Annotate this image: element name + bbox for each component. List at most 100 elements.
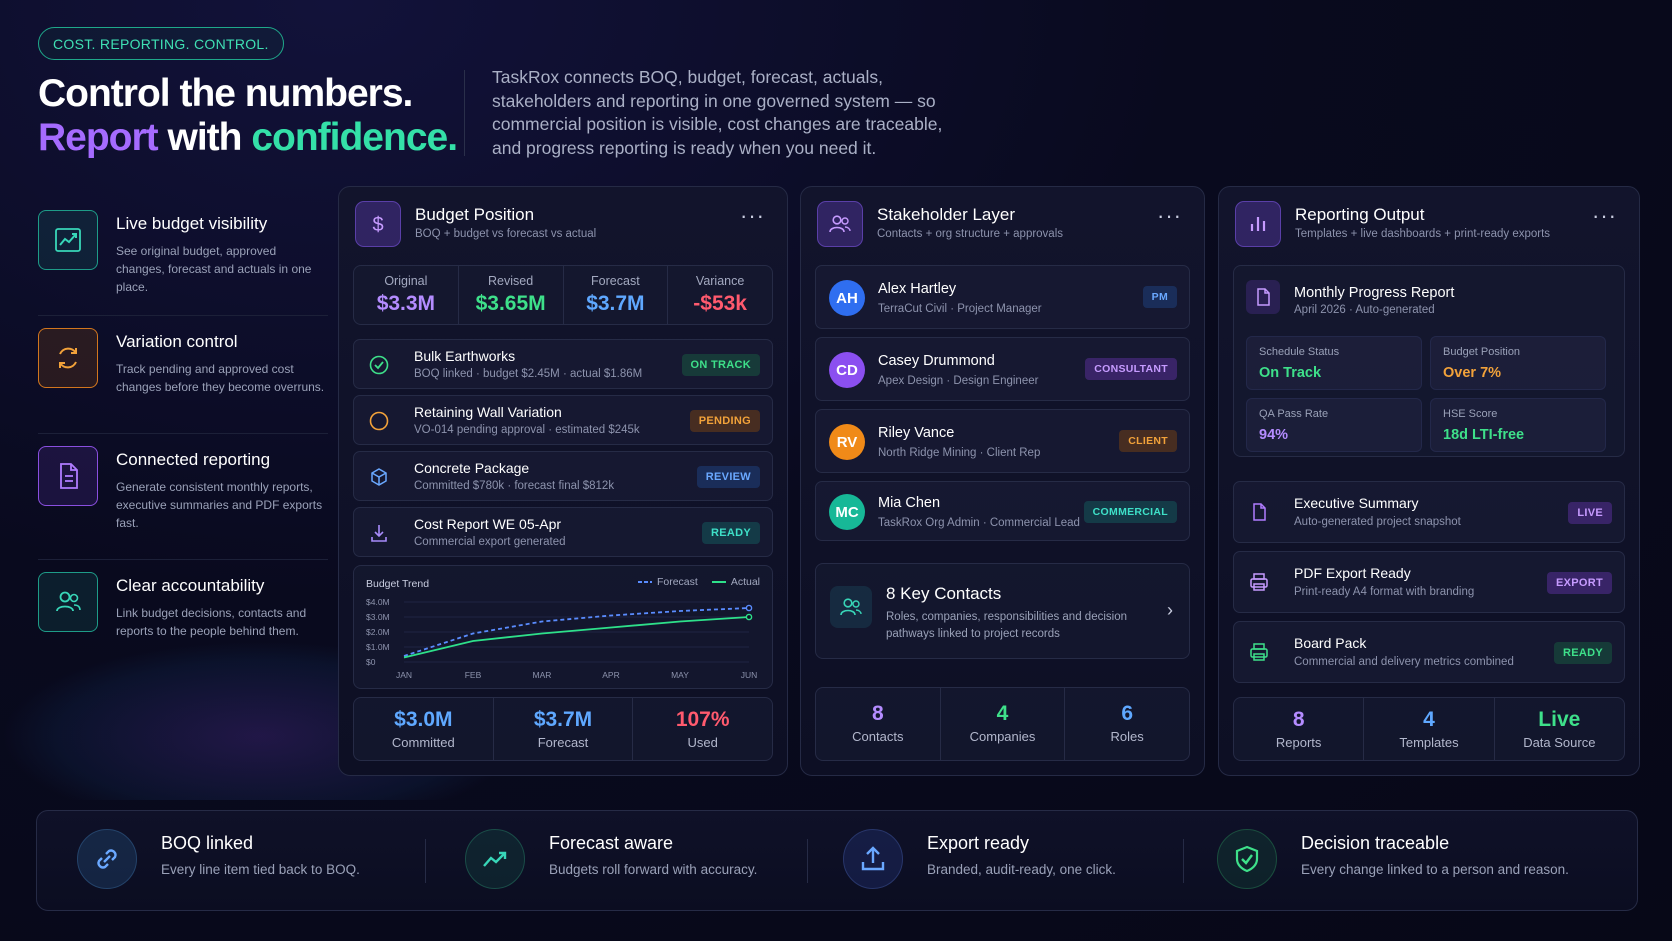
avatar: AH (829, 280, 865, 316)
chart-title: Budget Trend (366, 578, 430, 590)
monthly-report-panel[interactable]: Monthly Progress Report April 2026 · Aut… (1233, 265, 1625, 457)
budget-item[interactable]: Cost Report WE 05-Apr Commercial export … (353, 507, 773, 557)
series-line-forecast (403, 607, 750, 657)
contact-row[interactable]: AH Alex Hartley TerraCut Civil · Project… (815, 265, 1190, 329)
contacts-icon (830, 586, 872, 628)
contact-row[interactable]: CD Casey Drummond Apex Design · Design E… (815, 337, 1190, 401)
budget-stats: Original $3.3M Revised $3.65M Forecast $3.7… (353, 265, 773, 325)
check-circle-icon (366, 352, 392, 378)
feature-title: Live budget visibility (116, 214, 268, 233)
series-end-point (745, 613, 753, 621)
key-contacts-panel[interactable]: 8 Key Contacts Roles, companies, respons… (815, 563, 1190, 659)
svg-text:$: $ (372, 214, 383, 236)
item-subtitle: Commercial export generated (414, 536, 566, 548)
item-subtitle: Commercial and delivery metrics combined (1294, 656, 1514, 668)
report-item[interactable]: PDF Export Ready Print-ready A4 format w… (1233, 551, 1625, 613)
stat-revised: Revised $3.65M (459, 266, 564, 324)
budget-item[interactable]: Bulk Earthworks BOQ linked · budget $2.4… (353, 339, 773, 389)
metric-budget-position: Budget Position Over 7% (1430, 336, 1606, 390)
contact-role: TerraCut Civil · Project Manager (878, 303, 1042, 315)
document-icon (1246, 499, 1272, 525)
feature-list: Live budget visibility See original budg… (38, 198, 328, 678)
report-title: Monthly Progress Report (1294, 285, 1455, 301)
benefit-desc: Budgets roll forward with accuracy. (549, 862, 758, 877)
more-menu-icon[interactable]: ··· (1592, 203, 1617, 228)
series-line-actual (403, 616, 750, 659)
item-title: Executive Summary (1294, 495, 1419, 511)
role-badge: PM (1142, 286, 1177, 308)
feature-item: Clear accountability Link budget decisio… (38, 560, 328, 678)
benefit-desc: Branded, audit-ready, one click. (927, 862, 1116, 877)
budget-item[interactable]: Concrete Package Committed $780k · forec… (353, 451, 773, 501)
key-contacts-desc: Roles, companies, responsibilities and d… (886, 611, 1127, 640)
headline-confidence: confidence. (251, 116, 458, 159)
item-subtitle: VO-014 pending approval · estimated $245… (414, 424, 640, 436)
pending-circle-icon (366, 408, 392, 434)
printer-icon (1246, 569, 1272, 595)
item-subtitle: Auto-generated project snapshot (1294, 516, 1461, 528)
card-title: Stakeholder Layer (877, 205, 1015, 224)
role-badge: COMMERCIAL (1083, 501, 1177, 523)
y-tick-label: $2.0M (366, 627, 390, 637)
more-menu-icon[interactable]: ··· (1157, 203, 1182, 228)
y-tick-label: $0 (366, 657, 376, 667)
feature-title: Clear accountability (116, 576, 265, 595)
card-header: Reporting Output Templates + live dashbo… (1235, 201, 1623, 251)
contact-role: TaskRox Org Admin · Commercial Lead (878, 517, 1080, 529)
total-templates: 4 Templates (1364, 698, 1495, 760)
contact-row[interactable]: RV Riley Vance North Ridge Mining · Clie… (815, 409, 1190, 473)
headline-line-1: Control the numbers. (38, 72, 413, 115)
reporting-output-card: Reporting Output Templates + live dashbo… (1218, 186, 1640, 776)
cube-icon (366, 464, 392, 490)
report-item[interactable]: Board Pack Commercial and delivery metri… (1233, 621, 1625, 683)
trend-plot: $0 $1.0M $2.0M $3.0M $4.0M JAN FEB MAR APR MAY JUN (366, 597, 758, 680)
reporting-totals: 8 Reports 4 Templates Live Data Source (1233, 697, 1625, 761)
feature-title: Connected reporting (116, 450, 271, 469)
status-badge: READY (701, 522, 760, 544)
chevron-right-icon[interactable]: › (1167, 600, 1173, 620)
card-subtitle: BOQ + budget vs forecast vs actual (415, 228, 597, 240)
document-icon (1246, 280, 1280, 314)
shield-check-icon (1217, 829, 1277, 889)
legend-actual: Actual (711, 576, 760, 588)
role-badge: CONSULTANT (1085, 358, 1177, 380)
y-tick-label: $3.0M (366, 612, 390, 622)
budget-item[interactable]: Retaining Wall Variation VO-014 pending … (353, 395, 773, 445)
status-badge: PENDING (689, 410, 760, 432)
card-subtitle: Templates + live dashboards + print-read… (1295, 228, 1551, 240)
stakeholder-totals: 8 Contacts 4 Companies 6 Roles (815, 687, 1190, 761)
report-subtitle: April 2026 · Auto-generated (1294, 304, 1435, 316)
y-tick-label: $1.0M (366, 642, 390, 652)
divider (1183, 839, 1184, 883)
x-tick-label: APR (602, 670, 619, 680)
item-title: Cost Report WE 05-Apr (414, 516, 562, 532)
people-icon (38, 572, 98, 632)
key-contacts-title: 8 Key Contacts (886, 584, 1002, 603)
x-tick-label: JAN (396, 670, 412, 680)
card-header: Stakeholder Layer Contacts + org structu… (817, 201, 1188, 251)
x-tick-label: JUN (741, 670, 758, 680)
card-subtitle: Contacts + org structure + approvals (877, 228, 1064, 240)
feature-item: Live budget visibility See original budg… (38, 198, 328, 316)
item-title: Retaining Wall Variation (414, 404, 562, 420)
tagline-pill: COST. REPORTING. CONTROL. (38, 27, 284, 60)
metric-schedule-status: Schedule Status On Track (1246, 336, 1422, 390)
link-icon (77, 829, 137, 889)
total-companies: 4 Companies (941, 688, 1066, 760)
contact-row[interactable]: MC Mia Chen TaskRox Org Admin · Commerci… (815, 481, 1190, 541)
status-badge: LIVE (1568, 502, 1612, 524)
report-item[interactable]: Executive Summary Auto-generated project… (1233, 481, 1625, 543)
benefit-title: BOQ linked (161, 833, 254, 853)
feature-item: Connected reporting Generate consistent … (38, 434, 328, 560)
benefit-title: Forecast aware (549, 833, 674, 853)
more-menu-icon[interactable]: ··· (740, 203, 765, 228)
divider (425, 839, 426, 883)
stakeholder-layer-card: Stakeholder Layer Contacts + org structu… (800, 186, 1205, 776)
intro-paragraph: TaskRox connects BOQ, budget, forecast, … (492, 67, 943, 158)
contact-name: Mia Chen (878, 495, 941, 511)
printer-icon (1246, 639, 1272, 665)
benefit-title: Export ready (927, 833, 1030, 853)
feature-desc: See original budget, approved changes, f… (116, 244, 312, 294)
y-tick-label: $4.0M (366, 597, 390, 607)
contact-role: North Ridge Mining · Client Rep (878, 447, 1041, 459)
